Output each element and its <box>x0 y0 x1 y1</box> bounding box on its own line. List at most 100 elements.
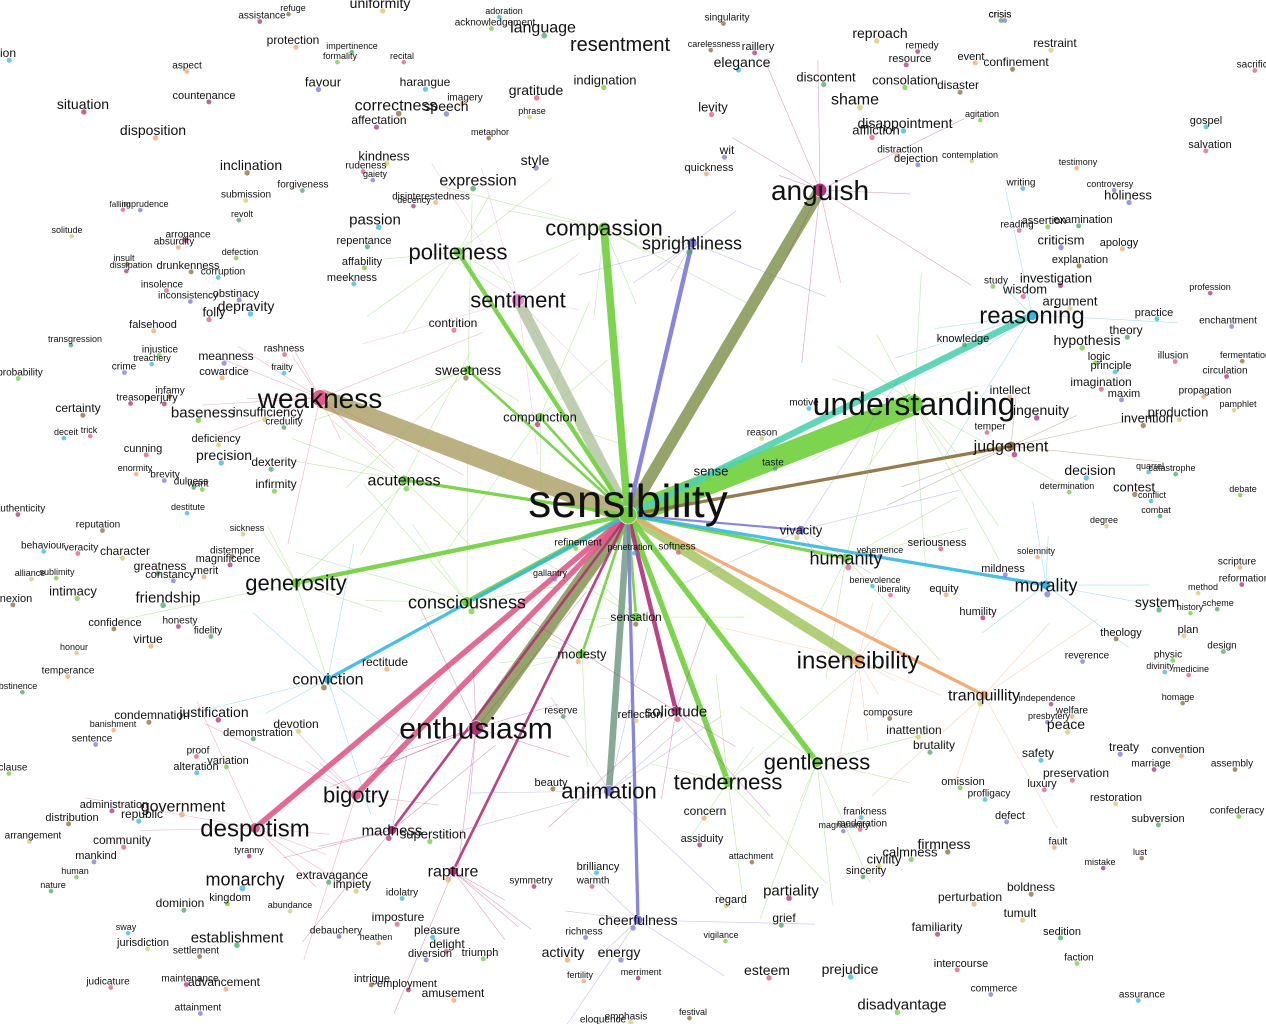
label-frankness: frankness <box>843 807 886 818</box>
node-drunkenness <box>188 269 194 275</box>
edge-understanding-branch <box>913 403 962 459</box>
edge-anguish-branch <box>763 58 821 191</box>
node-harangue <box>422 86 428 92</box>
label-generosity: generosity <box>245 571 347 596</box>
node-crisis <box>1002 18 1008 23</box>
label-contrition: contrition <box>429 316 478 330</box>
edge-compassion-branch <box>603 227 749 305</box>
label-formality: formality <box>323 51 358 61</box>
label-animation: animation <box>561 779 656 804</box>
label-luxury: luxury <box>1027 778 1057 790</box>
node-cunning <box>143 452 149 458</box>
node-ion <box>6 57 12 63</box>
edge-understanding <box>624 393 918 526</box>
label-character: character <box>100 544 150 558</box>
edge-generosity-branch <box>295 582 383 613</box>
node-adoration <box>496 14 502 20</box>
edge-acuteness <box>403 478 629 517</box>
edge-rapture-branch <box>452 870 532 930</box>
label-degree: degree <box>1090 515 1118 525</box>
label-testimony: testimony <box>1059 157 1098 167</box>
node-sentence <box>93 742 99 747</box>
edge-insensibility-branch <box>857 659 941 696</box>
node-dominion <box>181 907 187 913</box>
edge-anguish-branch <box>779 175 821 191</box>
node-community <box>121 844 127 850</box>
node-injustice <box>156 353 162 358</box>
node-restraint <box>1048 47 1054 53</box>
label-recital: recital <box>390 51 414 61</box>
edge-reasoning <box>626 312 1034 518</box>
label-virtue: virtue <box>133 632 163 646</box>
edge-understanding-branch <box>913 403 1064 486</box>
edge-compassion-branch <box>603 227 726 252</box>
edge-anguish-branch <box>819 189 841 283</box>
label-probability: probability <box>0 368 43 379</box>
edge-sweetness-branch <box>419 369 469 390</box>
edge-reasoning-branch <box>1005 188 1033 316</box>
node-precision <box>218 460 224 466</box>
node-situation <box>81 109 87 115</box>
edge-generosity-branch <box>121 582 297 621</box>
edge-judgement-branch <box>886 445 1012 507</box>
node-debauchery <box>336 934 342 939</box>
node-brilliancy <box>594 870 600 876</box>
node-aspect <box>184 69 190 74</box>
node-method <box>1195 590 1201 596</box>
node-knowledge <box>962 342 968 348</box>
label-meekness: meekness <box>327 272 378 284</box>
edge-judgement-branch <box>901 445 1012 488</box>
label-illusion: illusion <box>1158 351 1189 362</box>
label-transgression: transgression <box>48 334 102 344</box>
label-grief: grief <box>772 911 796 925</box>
node-morality <box>1040 579 1052 591</box>
label-treaty: treaty <box>1109 740 1139 754</box>
edge-weakness-branch <box>319 397 464 476</box>
label-discontent: discontent <box>796 70 856 85</box>
label-event: event <box>958 51 985 63</box>
node-practice <box>1154 316 1160 322</box>
label-diversion: diversion <box>408 948 452 960</box>
label-commerce: commerce <box>971 984 1018 995</box>
edge-sentiment-branch <box>431 163 519 301</box>
label-fidelity: fidelity <box>194 626 222 637</box>
node-assurance <box>1135 998 1141 1003</box>
node-settlement <box>197 954 202 959</box>
label-moderation: moderation <box>837 819 887 830</box>
node-protection <box>293 44 299 50</box>
label-merit: merit <box>194 565 218 577</box>
label-physic: physic <box>1154 650 1182 661</box>
label-triumph: triumph <box>462 947 499 959</box>
label-meanness: meanness <box>198 349 253 363</box>
node-motive <box>806 406 812 411</box>
node-merriment <box>635 975 641 981</box>
node-propagation <box>1201 394 1206 399</box>
edge-animation-branch <box>439 790 610 837</box>
edge-anguish-branch <box>819 189 911 195</box>
node-heathen <box>376 940 381 946</box>
center-node-label: sensibility <box>528 475 727 527</box>
node-marriage <box>1151 767 1157 772</box>
label-speech: speech <box>423 98 468 114</box>
node-forgiveness <box>300 188 305 193</box>
edge-compassion-branch <box>506 210 605 229</box>
node-independence <box>1048 701 1054 707</box>
label-quickness: quickness <box>685 162 734 174</box>
edge-politeness-branch <box>457 251 513 285</box>
edge-modesty-branch <box>581 653 588 767</box>
edge-vivacity-branch <box>800 529 822 566</box>
node-distemper <box>229 554 235 559</box>
label-constancy: constancy <box>145 569 195 581</box>
node-crisis <box>998 18 1004 23</box>
graph-nodes <box>6 8 1258 1024</box>
node-generosity <box>290 577 302 589</box>
node-clause <box>6 771 12 776</box>
label-situation: situation <box>57 96 109 112</box>
node-friendship <box>160 602 166 609</box>
node-conflict <box>1148 498 1154 504</box>
edge-judgement <box>627 444 1012 517</box>
label-folly: folly <box>202 305 226 320</box>
label-greatness: greatness <box>134 559 187 573</box>
label-dulness: dulness <box>174 477 208 488</box>
label-gentleness: gentleness <box>764 750 870 775</box>
